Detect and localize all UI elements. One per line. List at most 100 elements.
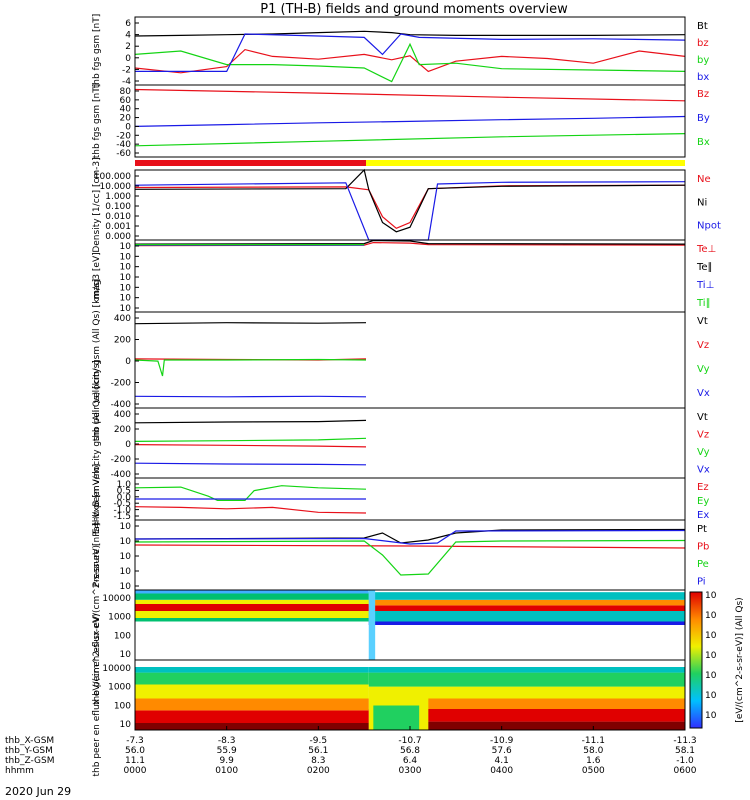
panel-pressure: Pt Pb Pe Pi 10 10 10 10 10 Pressure [nPa] <box>92 519 709 592</box>
ytick-label: 0.000 <box>105 232 131 242</box>
xaxis-tick-value: 0600 <box>674 766 697 776</box>
ylabel: thb fgs gsm [nT] <box>92 14 102 89</box>
colorbar-tick: 10 <box>705 651 717 661</box>
spectro-band <box>135 698 369 711</box>
ylabel: thb fgs gsm [nT] <box>92 84 102 159</box>
ytick-label: 10 <box>120 537 132 547</box>
xaxis-tick-value: -11.3 <box>673 736 696 746</box>
ytick-label: 0.010 <box>105 212 131 222</box>
xaxis-tick-value: -8.3 <box>218 736 236 746</box>
xaxis-tick-value: 57.6 <box>492 746 512 756</box>
panel-frame <box>134 84 686 158</box>
spectro-band <box>368 660 685 667</box>
legend-Ti⊥: Ti⊥ <box>696 280 714 291</box>
ylabel: thb peer en eflux eV/(cm^2-s-sr-eV) <box>92 613 102 776</box>
colorbar-tick: 10 <box>705 591 717 601</box>
ylabel: mag3 [eV] <box>92 252 102 299</box>
ytick-label: -4 <box>122 77 131 87</box>
spectro-band <box>135 599 369 604</box>
colorbar-tick: 10 <box>705 691 717 701</box>
x-axis-group: thb_X-GSM -7.3 -8.3 -9.5 -10.7 -10.9 -11.1 -11.… <box>5 726 697 776</box>
ytick-label: 10 <box>120 720 132 730</box>
spectro-band <box>135 667 369 673</box>
ylabel: thb peir velocity gsm (All Qs) [km/s] <box>92 279 102 442</box>
spectro-band <box>368 605 685 611</box>
ytick-label: 4 <box>125 31 131 41</box>
ytick-label: 400 <box>114 410 131 420</box>
legend-Pb: Pb <box>697 542 709 553</box>
spectro-band <box>368 686 685 699</box>
ylabel: E=-VxB [mV/m] <box>92 464 102 534</box>
spectro-band <box>368 698 685 709</box>
spectro-band <box>135 723 369 730</box>
series-line-Bz <box>134 88 686 102</box>
ytick-label: -1.0 <box>113 506 131 516</box>
ylabel: Density [1/cc] [cm-3] <box>92 157 102 252</box>
series-line-Pe <box>134 539 686 576</box>
xaxis-tick-value: 0300 <box>399 766 422 776</box>
ytick-label: 20 <box>120 114 132 124</box>
status-bar-yellow <box>366 160 685 166</box>
xaxis-tick-value: 1.6 <box>586 756 601 766</box>
spectro-band <box>135 672 369 685</box>
ytick-label: 10000 <box>102 594 131 604</box>
xaxis-tick-value: 58.1 <box>675 746 695 756</box>
xaxis-tick-value: 56.8 <box>400 746 420 756</box>
legend-Ey: Ey <box>697 496 709 507</box>
colorbar-tick: 10 <box>705 611 717 621</box>
ytick-label: -400 <box>111 470 132 480</box>
spectro-band <box>135 621 369 660</box>
series-line-Ey <box>134 485 367 501</box>
xaxis-tick-value: 6.4 <box>403 756 418 766</box>
ytick-label: 10 <box>120 263 132 273</box>
spectro-band <box>368 709 685 722</box>
series-line-bx <box>135 33 686 73</box>
spectro-band <box>135 618 369 622</box>
xaxis-row-label: thb_Y-GSM <box>5 746 53 756</box>
colorbar-tick: 10 <box>705 711 717 721</box>
xaxis-tick-value: -9.5 <box>310 736 328 746</box>
legend-By: By <box>697 113 710 124</box>
ytick-label: 1.000 <box>105 192 131 202</box>
legend-by: by <box>697 55 709 66</box>
spectro-band <box>368 592 685 600</box>
legend-Te⊥: Te⊥ <box>696 244 716 255</box>
legend-Pe: Pe <box>697 559 709 570</box>
xaxis-tick-value: 8.3 <box>311 756 325 766</box>
xaxis-tick-value: 0400 <box>490 766 513 776</box>
ytick-label: 0.0 <box>117 493 132 503</box>
series-line-By <box>134 115 686 127</box>
series-line-Vx <box>134 462 367 466</box>
legend-Ex: Ex <box>697 510 709 521</box>
figure-title: P1 (TH-B) fields and ground moments over… <box>260 2 568 17</box>
panel-fgs-small: Bt bz by bx 6 42 0-2 -4 thb fgs gsm [nT] <box>92 14 709 89</box>
panel-peir-spectrogram: 10000 1000 100 10 thb peir en eflux eV/(cm^2… <box>92 545 686 705</box>
xaxis-tick-value: 0000 <box>124 766 147 776</box>
panel-frame <box>134 239 686 313</box>
legend-Ni: Ni <box>697 197 707 208</box>
series-line-Vx <box>134 395 367 398</box>
xaxis-tick-value: 58.0 <box>583 746 603 756</box>
ytick-label: -2 <box>122 65 131 75</box>
ytick-label: 10 <box>120 304 132 314</box>
colorbar-group: 10 10 10 10 10 10 10 [eV/(cm^2-s-sr-eV)] (All Q… <box>689 591 745 729</box>
series-line-Pb <box>134 544 686 549</box>
ytick-label: 10 <box>120 582 132 592</box>
xaxis-tick-value: 0200 <box>307 766 330 776</box>
xaxis-tick-value: 0100 <box>215 766 238 776</box>
series-line-Vz <box>134 444 367 448</box>
ytick-label: 10 <box>120 522 132 532</box>
ytick-label: 0.5 <box>117 486 131 496</box>
series-line-bz <box>134 48 686 74</box>
xaxis-tick-value: -11.1 <box>582 736 605 746</box>
legend-Ne: Ne <box>697 174 711 185</box>
xaxis-tick-value: 56.0 <box>125 746 145 756</box>
xaxis-tick-value: -7.3 <box>126 736 144 746</box>
spectro-band <box>135 611 369 618</box>
ytick-label: 100.000 <box>94 172 131 182</box>
ytick-label: 6 <box>125 19 131 29</box>
panel-frame <box>134 407 686 479</box>
ytick-label: 0.100 <box>105 202 131 212</box>
